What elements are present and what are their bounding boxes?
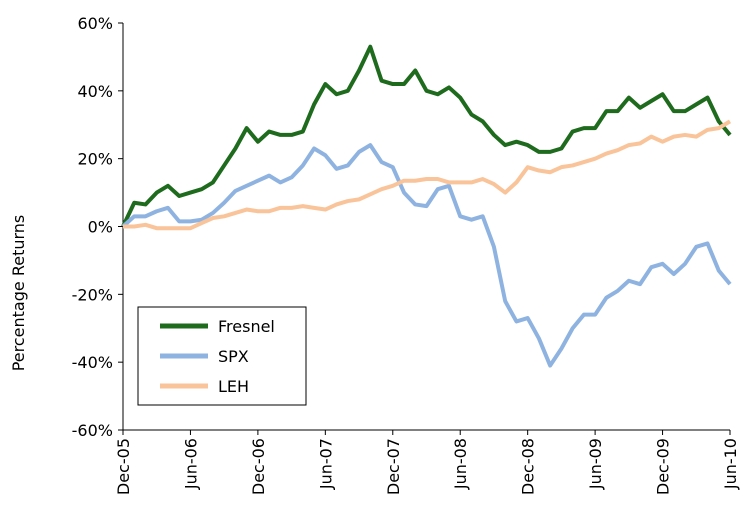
x-tick-label: Jun-08 xyxy=(451,438,470,490)
series-line xyxy=(121,44,732,228)
x-tick-label: Jun-10 xyxy=(721,438,740,490)
series-line xyxy=(121,143,732,368)
legend-label: Fresnel xyxy=(218,317,275,336)
x-tick-label: Dec-06 xyxy=(249,438,268,495)
y-tick-label: 60% xyxy=(77,14,113,33)
x-tick-label: Dec-05 xyxy=(114,438,133,495)
legend-label: LEH xyxy=(218,377,249,396)
x-tick-label: Dec-08 xyxy=(519,438,538,495)
y-tick-label: -20% xyxy=(72,285,113,304)
x-tick-label: Jun-09 xyxy=(586,438,605,490)
x-tick-label: Jun-06 xyxy=(181,438,200,490)
x-tick-label: Dec-07 xyxy=(384,438,403,495)
legend-label: SPX xyxy=(218,347,249,366)
y-tick-label: 40% xyxy=(77,82,113,101)
y-tick-label: -40% xyxy=(72,353,113,372)
y-tick-label: 20% xyxy=(77,150,113,169)
x-tick-label: Dec-09 xyxy=(654,438,673,495)
x-tick-label: Jun-07 xyxy=(316,438,335,490)
y-tick-label: 0% xyxy=(88,218,113,237)
y-axis-label: Percentage Returns xyxy=(9,215,28,372)
series-line xyxy=(123,119,732,231)
y-tick-label: -60% xyxy=(72,421,113,440)
